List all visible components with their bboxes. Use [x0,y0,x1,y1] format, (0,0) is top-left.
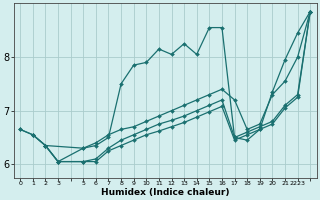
X-axis label: Humidex (Indice chaleur): Humidex (Indice chaleur) [101,188,229,197]
